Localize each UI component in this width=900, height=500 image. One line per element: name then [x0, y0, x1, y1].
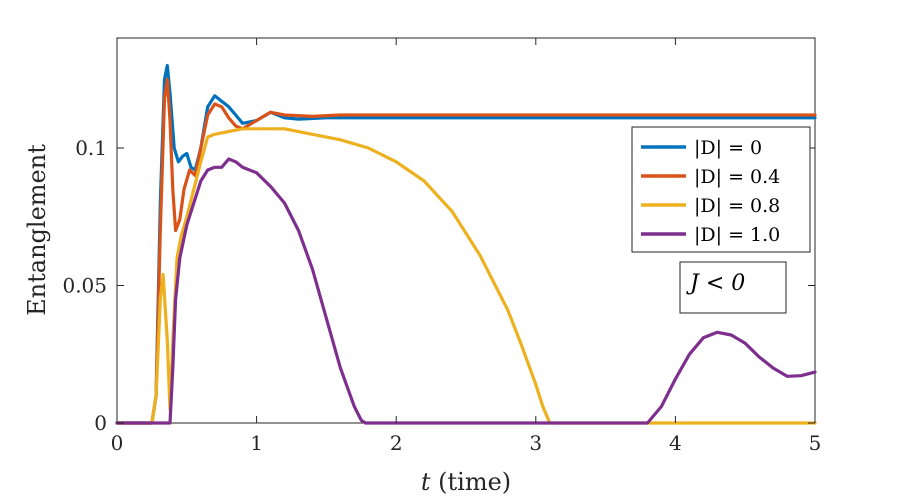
y-axis-label: Entanglement — [23, 144, 51, 316]
annotation-frame — [679, 261, 787, 314]
annotation-box: J < 0 — [679, 261, 787, 314]
x-tick-label: 0 — [111, 431, 124, 455]
series-line-3 — [115, 157, 817, 425]
legend-label: |D| = 1.0 — [694, 224, 780, 246]
series-line-0 — [115, 63, 817, 425]
annotation-text: J < 0 — [686, 271, 745, 296]
y-tick-label: 0 — [94, 411, 107, 435]
x-tick-label: 1 — [250, 431, 263, 455]
x-tick-label: 4 — [669, 431, 682, 455]
legend: |D| = 0 |D| = 0.4 |D| = 0.8 |D| = 1.0 — [631, 126, 811, 253]
series-lines — [115, 63, 817, 425]
x-tick-label: 2 — [390, 431, 403, 455]
x-tick-label: 5 — [809, 431, 822, 455]
y-tick-label: 0.05 — [62, 274, 107, 298]
legend-label: |D| = 0.8 — [694, 195, 780, 217]
x-tick-label: 3 — [529, 431, 542, 455]
legend-label: |D| = 0 — [694, 137, 762, 159]
y-tick-label: 0.1 — [75, 136, 107, 160]
series-line-2 — [115, 127, 817, 425]
legend-label: |D| = 0.4 — [694, 166, 780, 188]
axis-ticks: 0 1 2 3 4 5 0 0.05 0.1 — [62, 38, 821, 455]
x-axis-label: t (time) — [421, 468, 511, 496]
series-line-1 — [115, 77, 817, 425]
